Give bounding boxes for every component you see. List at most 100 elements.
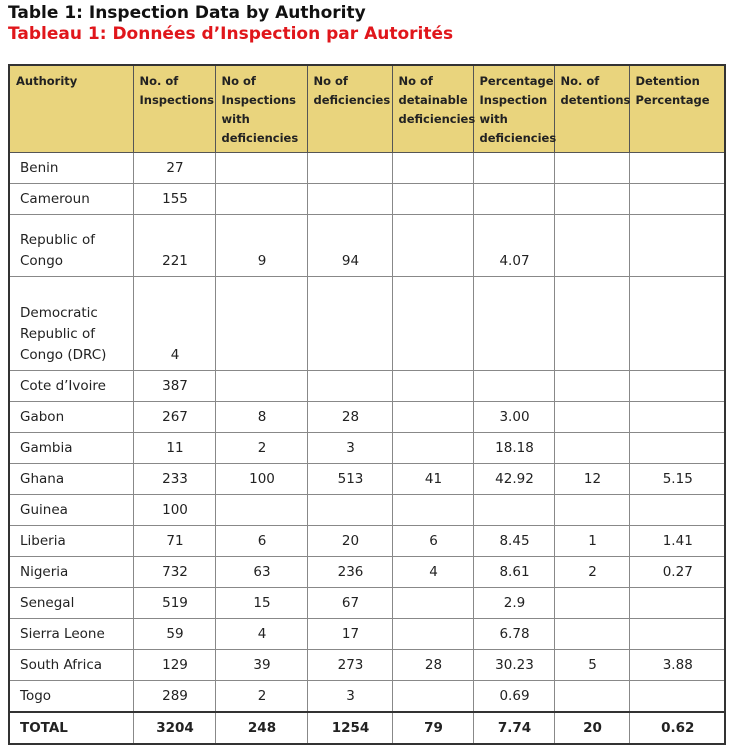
value-cell: 100 (214, 463, 308, 495)
authority-cell: Togo (8, 680, 134, 713)
value-cell: 513 (306, 463, 393, 495)
value-cell: 8 (214, 401, 308, 433)
value-cell (391, 432, 474, 464)
value-cell (628, 401, 726, 433)
value-cell (391, 587, 474, 619)
value-cell: 28 (306, 401, 393, 433)
value-cell: 2 (553, 556, 630, 588)
inspection-table: Authority No. of Inspections No of Inspect… (8, 64, 726, 745)
value-cell: 30.23 (472, 649, 555, 681)
title: Table 1: Inspection Data by Authority (8, 3, 366, 23)
value-cell (472, 183, 555, 215)
value-cell (553, 680, 630, 713)
value-cell (553, 152, 630, 184)
value-cell: 79 (391, 711, 474, 745)
value-cell: 1254 (306, 711, 393, 745)
authority-cell: Benin (8, 152, 134, 184)
table-row: Liberia 71 6 20 6 8.45 1 1.41 (8, 525, 726, 557)
table-row: South Africa 129 39 273 28 30.23 5 3.88 (8, 649, 726, 681)
value-cell (553, 587, 630, 619)
value-cell: 15 (214, 587, 308, 619)
value-cell: 5.15 (628, 463, 726, 495)
value-cell: 387 (132, 370, 216, 402)
value-cell: 0.62 (628, 711, 726, 745)
value-cell (391, 183, 474, 215)
value-cell: 129 (132, 649, 216, 681)
value-cell (553, 276, 630, 371)
value-cell: 12 (553, 463, 630, 495)
value-cell: 0.69 (472, 680, 555, 713)
value-cell: 7.74 (472, 711, 555, 745)
authority-cell: South Africa (8, 649, 134, 681)
value-cell (306, 152, 393, 184)
value-cell (391, 680, 474, 713)
value-cell (628, 587, 726, 619)
value-cell: 27 (132, 152, 216, 184)
value-cell: 2.9 (472, 587, 555, 619)
value-cell: 4 (391, 556, 474, 588)
table-row: Benin 27 (8, 152, 726, 184)
value-cell (214, 494, 308, 526)
value-cell (553, 618, 630, 650)
column-header: No of detainable deficiencies (391, 64, 475, 153)
table-row: Cameroun 155 (8, 183, 726, 215)
value-cell: 8.45 (472, 525, 555, 557)
value-cell (553, 183, 630, 215)
column-header: Percentage Inspection with deficiencies (472, 64, 556, 153)
value-cell (553, 370, 630, 402)
value-cell: 248 (214, 711, 308, 745)
value-cell: 63 (214, 556, 308, 588)
value-cell (628, 494, 726, 526)
subtitle: Tableau 1: Données d’Inspection par Auto… (8, 24, 454, 44)
value-cell (472, 370, 555, 402)
table-row: Gabon 267 8 28 3.00 (8, 401, 726, 433)
authority-cell: Cameroun (8, 183, 134, 215)
value-cell: 289 (132, 680, 216, 713)
value-cell: 100 (132, 494, 216, 526)
column-header: Authority (8, 64, 134, 153)
value-cell: 155 (132, 183, 216, 215)
column-header: No. of detentions (553, 64, 630, 153)
value-cell: 67 (306, 587, 393, 619)
table-row: Senegal 519 15 67 2.9 (8, 587, 726, 619)
value-cell: 39 (214, 649, 308, 681)
value-cell (391, 494, 474, 526)
value-cell: 71 (132, 525, 216, 557)
value-cell: 3.00 (472, 401, 555, 433)
value-cell (391, 370, 474, 402)
value-cell (553, 214, 630, 277)
value-cell: 6 (214, 525, 308, 557)
value-cell: 20 (553, 711, 630, 745)
value-cell (391, 618, 474, 650)
value-cell (628, 276, 726, 371)
authority-cell: Sierra Leone (8, 618, 134, 650)
value-cell (628, 618, 726, 650)
value-cell (472, 494, 555, 526)
authority-cell: TOTAL (8, 711, 134, 745)
value-cell: 20 (306, 525, 393, 557)
value-cell: 519 (132, 587, 216, 619)
value-cell (553, 401, 630, 433)
value-cell: 18.18 (472, 432, 555, 464)
value-cell: 4 (214, 618, 308, 650)
table-row: Togo 289 2 3 0.69 (8, 680, 726, 713)
value-cell (306, 276, 393, 371)
table-row: Sierra Leone 59 4 17 6.78 (8, 618, 726, 650)
table-body: Benin 27 Cameroun 155 Republic of Congo 221 9 9… (8, 152, 726, 745)
column-header: No of deficiencies (306, 64, 393, 153)
authority-cell: Guinea (8, 494, 134, 526)
value-cell: 3.88 (628, 649, 726, 681)
value-cell (628, 370, 726, 402)
value-cell (391, 152, 474, 184)
value-cell (628, 152, 726, 184)
value-cell (214, 183, 308, 215)
table-row: Republic of Congo 221 9 94 4.07 (8, 214, 726, 277)
value-cell (306, 183, 393, 215)
value-cell: 3204 (132, 711, 216, 745)
value-cell: 2 (214, 432, 308, 464)
value-cell: 732 (132, 556, 216, 588)
value-cell: 28 (391, 649, 474, 681)
value-cell: 267 (132, 401, 216, 433)
value-cell: 41 (391, 463, 474, 495)
column-header: No. of Inspections (132, 64, 216, 153)
